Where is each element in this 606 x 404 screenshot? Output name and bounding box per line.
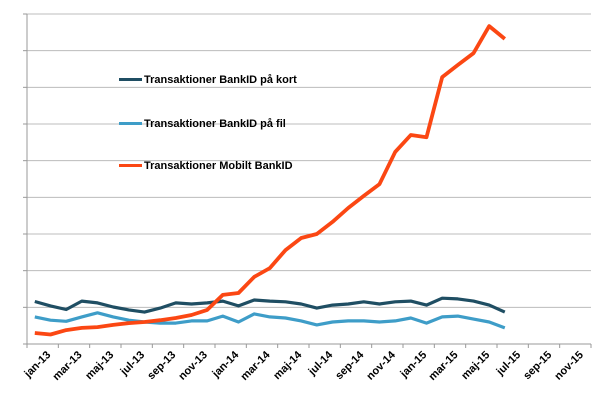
series-line-2: [34, 24, 507, 337]
series-line-1: [34, 311, 506, 330]
series-line-0: [34, 296, 506, 314]
